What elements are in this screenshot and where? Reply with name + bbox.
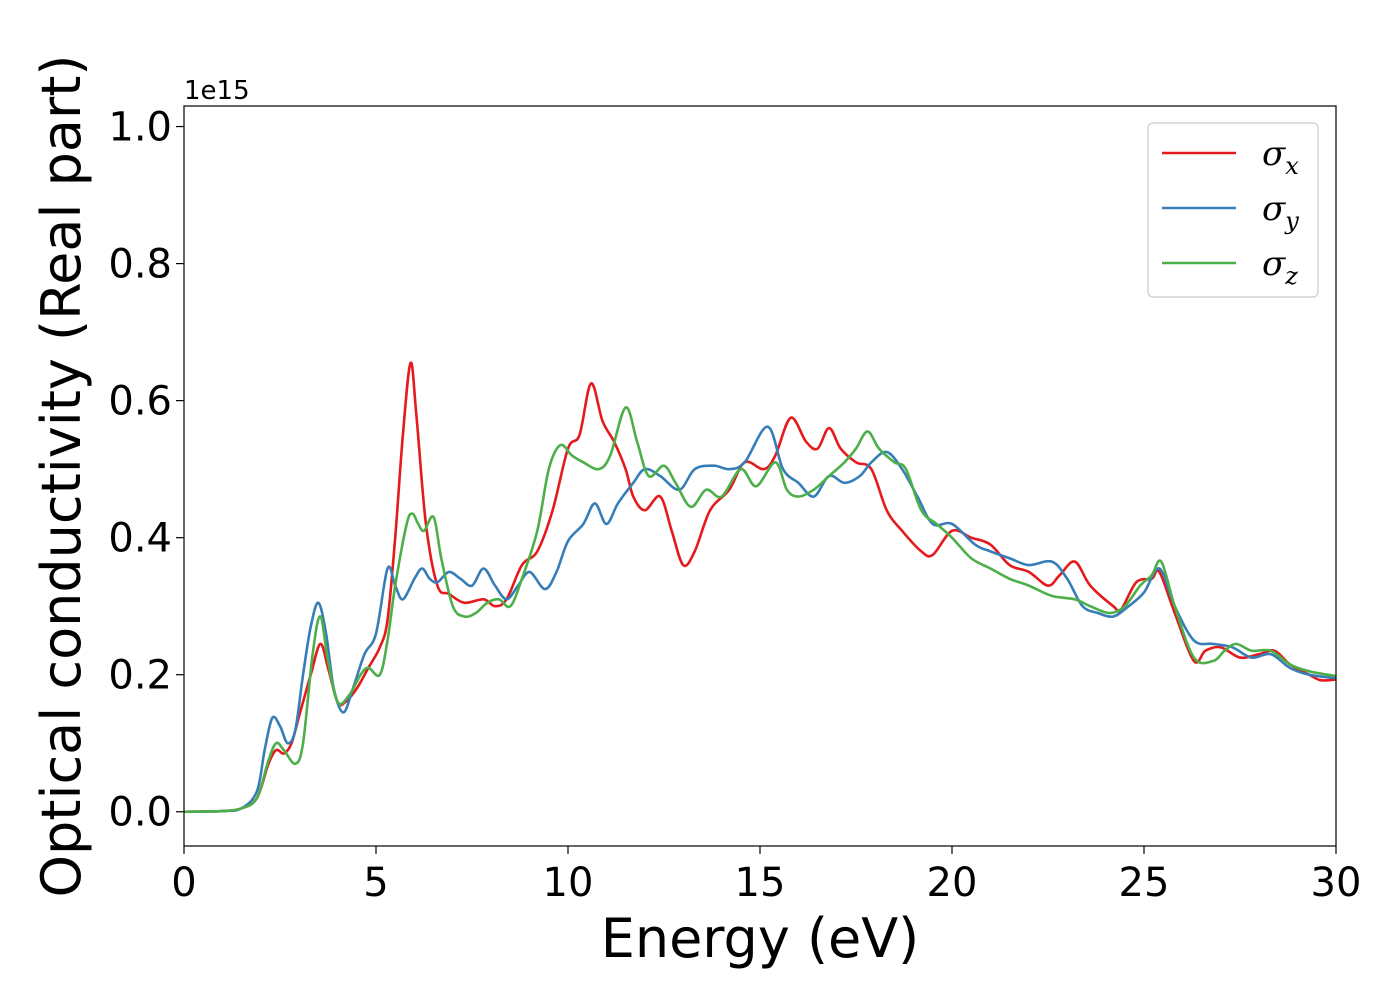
- legend-label-y: σy: [1262, 189, 1299, 235]
- x-tick-label: 15: [735, 860, 786, 906]
- x-tick-label: 25: [1119, 860, 1170, 906]
- y-axis-ticks: 0.0 0.2 0.4 0.6 0.8 1.0: [108, 105, 184, 836]
- y-axis-label: Optical conductivity (Real part): [30, 55, 93, 898]
- x-axis-label: Energy (eV): [601, 907, 920, 970]
- x-tick-label: 0: [171, 860, 196, 906]
- legend-entries: σx σy σz: [1162, 134, 1299, 290]
- x-tick-label: 30: [1311, 860, 1362, 906]
- plot-background: [184, 106, 1336, 846]
- y-offset-label: 1e15: [184, 76, 250, 106]
- x-axis-ticks: 0 5 10 15 20 25 30: [171, 846, 1361, 906]
- x-tick-label: 10: [543, 860, 594, 906]
- x-tick-label: 20: [927, 860, 978, 906]
- series-line-y: [184, 425, 1336, 814]
- legend: σx σy σz: [1147, 122, 1319, 298]
- series-line-z: [184, 406, 1336, 814]
- series-layer: [184, 361, 1336, 814]
- y-tick-label: 0.8: [108, 242, 172, 288]
- y-tick-label: 0.0: [108, 790, 172, 836]
- x-tick-label: 5: [363, 860, 388, 906]
- y-tick-label: 0.6: [108, 379, 172, 425]
- legend-box: [1147, 122, 1319, 298]
- y-tick-label: 1.0: [108, 105, 172, 151]
- y-tick-label: 0.4: [108, 516, 172, 562]
- legend-label-z: σz: [1262, 244, 1298, 290]
- y-tick-label: 0.2: [108, 653, 172, 699]
- legend-label-x: σx: [1262, 134, 1299, 180]
